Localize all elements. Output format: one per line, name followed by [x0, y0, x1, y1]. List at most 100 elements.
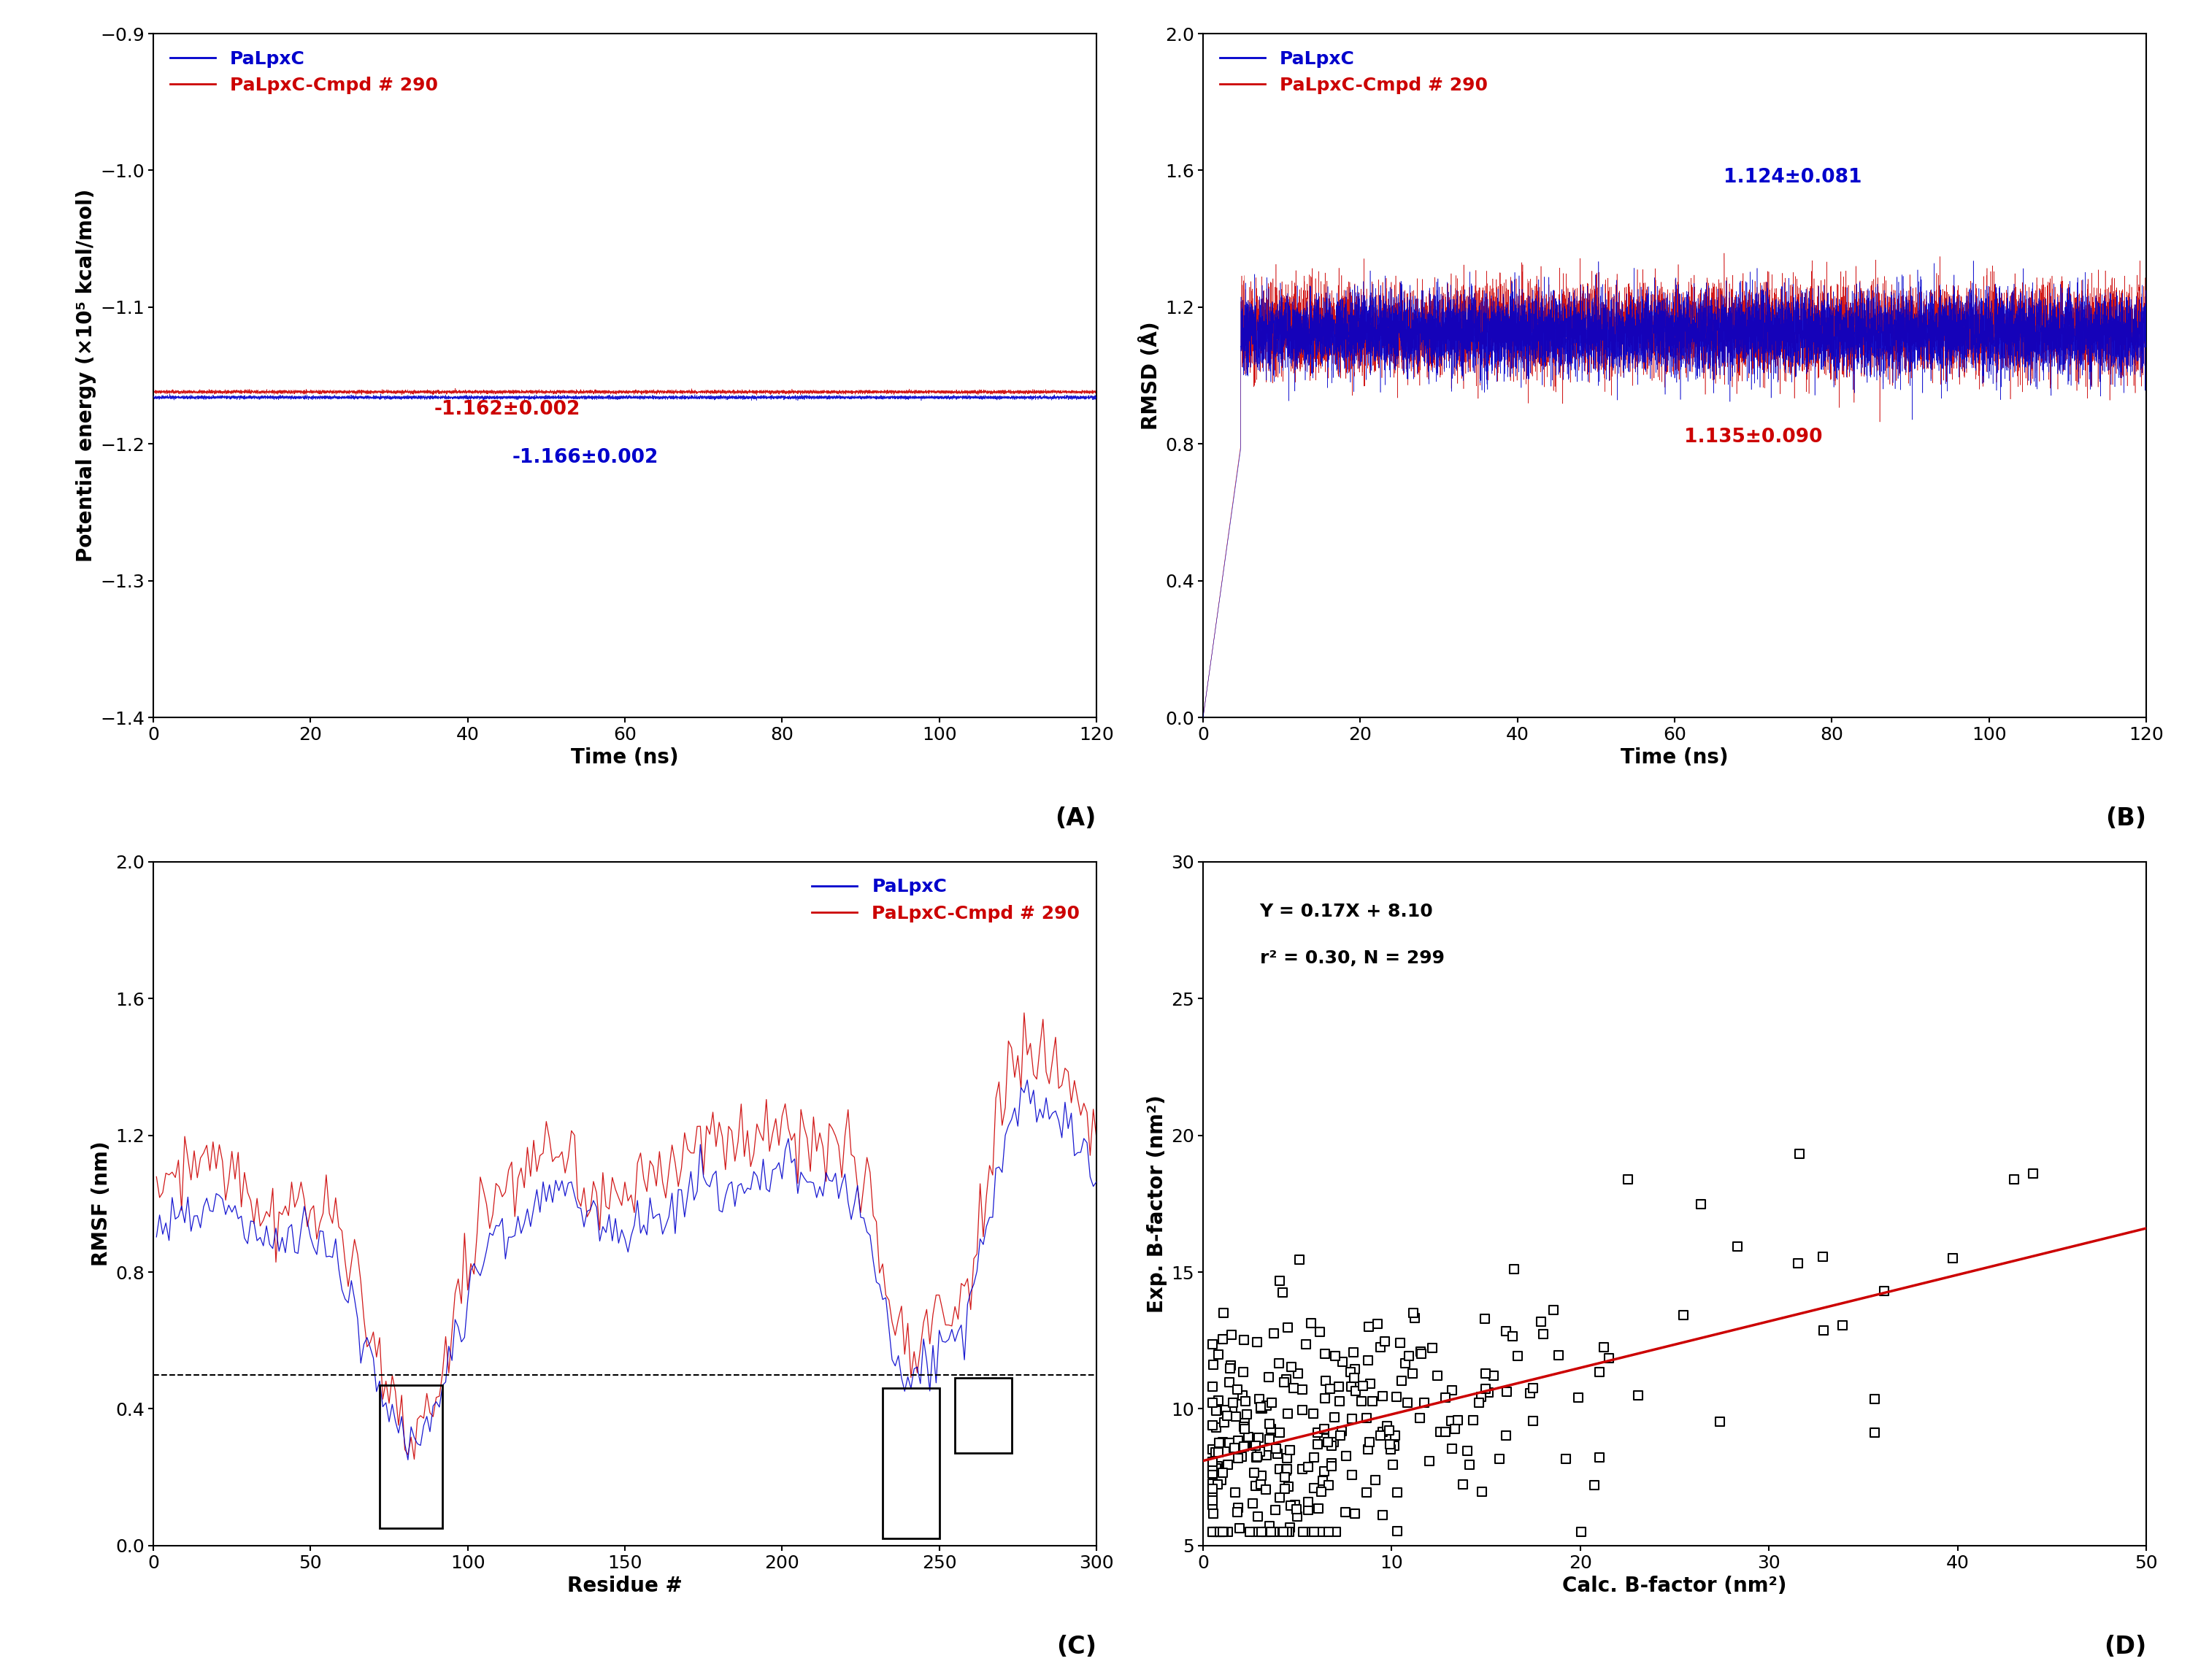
Point [1450, 1438, 1485, 1465]
Point [1257, 1519, 1292, 1546]
Point [1202, 1519, 1237, 1546]
Point [1242, 1438, 1277, 1465]
Point [1272, 1436, 1307, 1463]
Point [1229, 1388, 1264, 1415]
Point [1380, 1384, 1415, 1411]
Point [1272, 1519, 1307, 1546]
Point [1500, 1342, 1535, 1369]
Point [1561, 1384, 1597, 1411]
Point [1997, 1166, 2032, 1193]
Point [1237, 1433, 1272, 1460]
Point [1207, 1519, 1242, 1546]
Point [1336, 1364, 1371, 1391]
Point [1301, 1420, 1336, 1446]
Point [1327, 1499, 1362, 1525]
Point [1413, 1448, 1448, 1475]
Point [1224, 1383, 1259, 1410]
Point [1220, 1445, 1255, 1472]
X-axis label: Time (ns): Time (ns) [1621, 748, 1728, 768]
Point [1198, 1519, 1233, 1546]
Point [1586, 1334, 1621, 1361]
Point [1196, 1519, 1231, 1546]
Point [1336, 1339, 1371, 1366]
Point [1257, 1497, 1292, 1524]
Point [1719, 1233, 1754, 1260]
Point [1305, 1519, 1340, 1546]
Point [1270, 1399, 1305, 1426]
Point [1349, 1478, 1384, 1505]
Point [1198, 1455, 1233, 1482]
Text: 1.135±0.090: 1.135±0.090 [1684, 428, 1822, 447]
X-axis label: Residue #: Residue # [567, 1576, 683, 1596]
Point [1395, 1359, 1430, 1386]
Point [1345, 1373, 1380, 1399]
Point [1380, 1519, 1415, 1546]
Point [1857, 1420, 1892, 1446]
Point [1261, 1455, 1296, 1482]
Point [1213, 1322, 1248, 1349]
Point [1290, 1453, 1325, 1480]
Point [1218, 1403, 1253, 1430]
Point [1237, 1472, 1272, 1499]
Point [1196, 1436, 1231, 1463]
Point [1338, 1378, 1373, 1404]
Point [1391, 1342, 1426, 1369]
Point [1316, 1403, 1351, 1430]
Point [1205, 1428, 1240, 1455]
Point [1242, 1425, 1277, 1452]
Point [1237, 1519, 1272, 1546]
Point [1196, 1411, 1231, 1438]
Point [1266, 1369, 1301, 1396]
Point [1307, 1458, 1342, 1485]
Point [1380, 1478, 1415, 1505]
Point [1592, 1344, 1627, 1371]
Point [1244, 1394, 1279, 1421]
Point [1367, 1329, 1402, 1356]
Point [1395, 1299, 1430, 1326]
Point [1196, 1373, 1231, 1399]
Point [1270, 1314, 1305, 1341]
Point [1384, 1368, 1419, 1394]
Point [1209, 1403, 1244, 1430]
Point [1329, 1443, 1364, 1470]
Point [1351, 1347, 1386, 1374]
Y-axis label: Exp. B-factor (nm²): Exp. B-factor (nm²) [1148, 1095, 1167, 1312]
Point [1196, 1485, 1231, 1512]
Point [1364, 1502, 1399, 1529]
Point [1248, 1393, 1283, 1420]
Point [1424, 1420, 1459, 1446]
Point [1226, 1415, 1261, 1441]
Point [1581, 1445, 1616, 1472]
Point [1349, 1404, 1384, 1431]
Point [1277, 1374, 1312, 1401]
Point [1248, 1519, 1283, 1546]
Point [1270, 1473, 1305, 1500]
Point [1220, 1426, 1255, 1453]
Point [1375, 1452, 1410, 1478]
Point [1780, 1250, 1816, 1277]
Point [1452, 1452, 1487, 1478]
Point [1461, 1389, 1496, 1416]
Point [1220, 1499, 1255, 1525]
Point [1218, 1435, 1253, 1462]
Point [1362, 1421, 1397, 1448]
Point [1281, 1361, 1316, 1388]
Point [1226, 1410, 1261, 1436]
Point [1244, 1519, 1279, 1546]
Point [1334, 1359, 1369, 1386]
Point [1325, 1349, 1360, 1376]
Point [1275, 1354, 1310, 1381]
Point [1621, 1383, 1656, 1410]
Point [1229, 1401, 1264, 1428]
Point [1564, 1519, 1599, 1546]
Point [1240, 1329, 1275, 1356]
Point [1209, 1396, 1244, 1423]
Point [1472, 1379, 1507, 1406]
Point [1373, 1436, 1408, 1463]
Point [1268, 1475, 1303, 1502]
Point [1362, 1334, 1397, 1361]
Point [1250, 1364, 1286, 1391]
Point [1240, 1519, 1275, 1546]
Point [1434, 1378, 1469, 1404]
Point [1807, 1317, 1842, 1344]
